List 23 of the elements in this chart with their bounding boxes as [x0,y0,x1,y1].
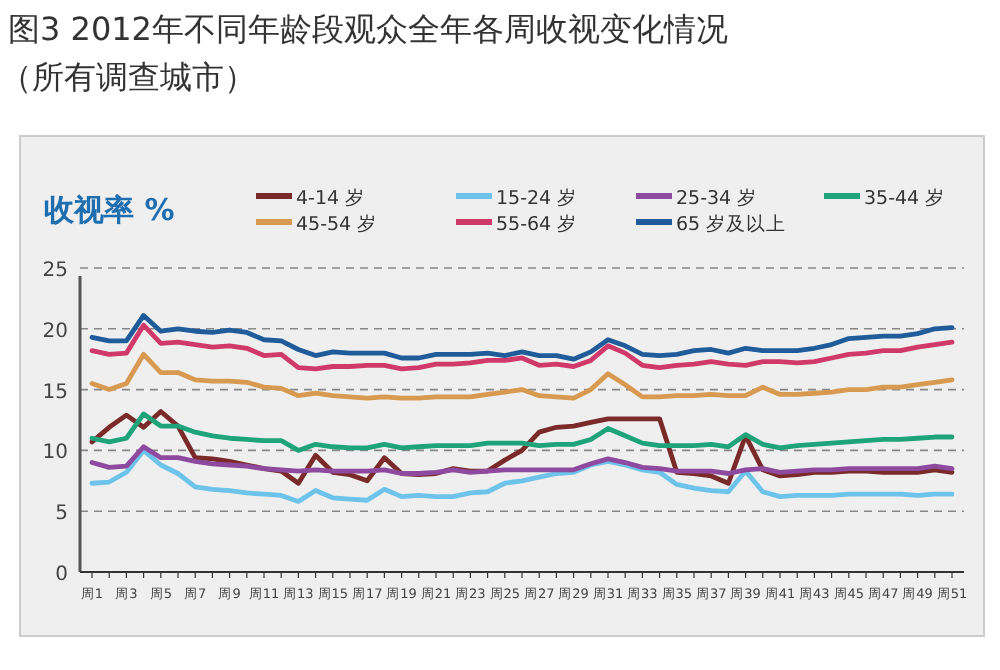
line-series [89,448,955,504]
line-series [89,409,955,486]
y-axis-title: 收视率 % [44,192,175,228]
legend-label: 35-44 岁 [864,186,946,210]
line-series [89,411,955,453]
y-tick-label: 0 [55,564,68,586]
legend-label: 4-14 岁 [296,186,366,210]
legend-label: 65 岁及以上 [676,212,787,236]
legend-label: 25-34 岁 [676,186,758,210]
line-series [89,351,955,401]
line-series [89,444,955,476]
y-tick-label: 20 [42,320,68,343]
legend-label: 15-24 岁 [496,186,578,210]
chart-title: 图3 2012年不同年龄段观众全年各周收视变化情况 [8,10,728,48]
chart-subtitle: （所有调查城市） [0,58,256,96]
y-tick-label: 10 [42,442,68,465]
y-tick-label: 15 [42,381,68,404]
line-series [89,322,955,372]
y-tick-label: 5 [55,503,68,526]
legend-label: 55-64 岁 [496,212,578,236]
line-series [89,313,955,362]
y-tick-label: 25 [42,260,68,282]
legend-label: 45-54 岁 [296,212,378,236]
